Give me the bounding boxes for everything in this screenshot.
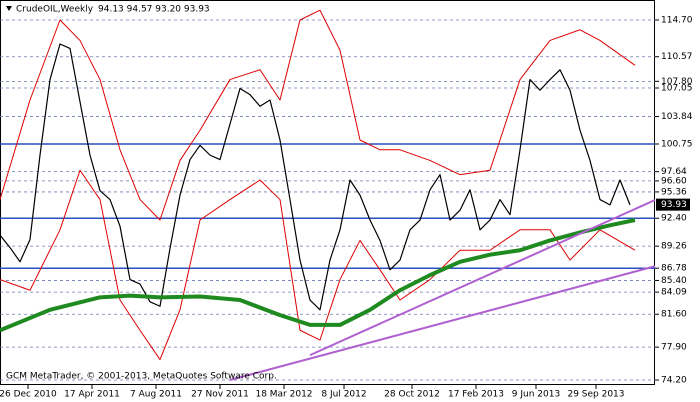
plot-frame	[0, 0, 655, 385]
y-tick-label: 89.26	[661, 242, 687, 252]
ohlc: 94.13 94.57 93.20 93.93	[98, 5, 210, 15]
y-tick-label: 110.57	[661, 52, 693, 62]
x-tick-label: 18 Mar 2012	[255, 390, 312, 400]
y-tick-label: 95.36	[661, 187, 687, 197]
chart-title: CrudeOIL,Weekly	[16, 5, 94, 15]
y-tick-label: 77.90	[661, 343, 687, 353]
y-tick-label: 107.80	[661, 77, 693, 87]
x-tick-label: 29 Sep 2013	[567, 390, 624, 400]
x-tick-label: 27 Nov 2011	[191, 390, 249, 400]
last-price-label: 93.93	[661, 200, 687, 210]
icon	[6, 6, 12, 11]
y-tick-label: 97.64	[661, 167, 687, 177]
series-line	[0, 9, 636, 221]
series-line	[0, 218, 636, 333]
y-tick-label: 84.09	[661, 288, 687, 298]
y-tick-label: 103.84	[661, 112, 693, 122]
x-tick-label: 26 Dec 2010	[0, 390, 57, 400]
series-line	[309, 199, 656, 357]
series	[0, 9, 656, 381]
y-tick-label: 96.60	[661, 176, 687, 186]
x-tick-label: 17 Feb 2013	[448, 390, 504, 400]
x-tick-label: 9 Jun 2013	[512, 390, 560, 400]
y-tick-label: 100.75	[661, 140, 693, 150]
y-tick-label: 114.70	[661, 16, 693, 26]
last-price-box	[656, 198, 690, 211]
x-tick-label: 8 Jul 2012	[321, 390, 366, 400]
y-tick-label: 107.05	[661, 84, 693, 94]
series-line	[229, 265, 656, 381]
y-tick-label: 85.40	[661, 276, 687, 286]
grid	[0, 19, 655, 381]
x-tick-label: 7 Aug 2011	[130, 390, 182, 400]
y-tick-label: 86.78	[661, 264, 687, 274]
x-tick-label: 28 Oct 2012	[384, 390, 440, 400]
y-tick-label: 74.20	[661, 376, 687, 386]
y-tick-label: 81.60	[661, 310, 687, 320]
y-tick-label: 92.40	[661, 214, 687, 224]
series-line	[0, 169, 636, 361]
series-line	[0, 43, 631, 311]
footer: GCM MetaTrader, © 2001-2013, MetaQuotes …	[6, 372, 277, 382]
x-tick-label: 17 Apr 2011	[64, 390, 120, 400]
